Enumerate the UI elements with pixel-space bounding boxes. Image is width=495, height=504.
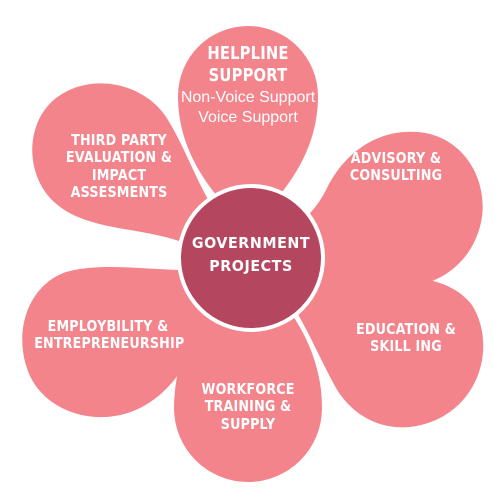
workforce-label: WORKFORCE TRAINING & SUPPLY xyxy=(178,380,318,433)
third-party-label: THIRD PARTY EVALUATION & IMPACT ASSESMEN… xyxy=(44,131,194,202)
workforce-line3: SUPPLY xyxy=(220,414,276,433)
employability-line2: ENTREPRENEURSHIP xyxy=(34,334,185,353)
helpline-sub-line1: Non-Voice Support xyxy=(180,89,316,107)
employability-line1: EMPLOYBILITY & xyxy=(47,317,169,335)
hub-label: GOVERNMENT PROJECTS xyxy=(171,232,331,279)
helpline-title-line1: HELPLINE xyxy=(207,43,289,64)
advisory-label: ADVISORY & CONSULTING xyxy=(326,149,466,185)
education-line2: SKILL ING xyxy=(370,337,442,356)
helpline-title-line2: SUPPORT xyxy=(208,64,288,86)
education-label: EDUCATION & SKILL ING xyxy=(336,320,476,356)
advisory-line1: ADVISORY & xyxy=(350,149,442,167)
employability-label: EMPLOYBILITY & ENTREPRENEURSHIP xyxy=(18,317,198,353)
hub-label-line1: GOVERNMENT xyxy=(191,234,311,252)
hub-circle xyxy=(177,184,325,332)
helpline-label: HELPLINE SUPPORT Non-Voice Support Voice… xyxy=(168,43,328,127)
advisory-line2: CONSULTING xyxy=(349,166,443,185)
petal-helpline-support xyxy=(178,26,318,232)
hub-label-line2: PROJECTS xyxy=(209,257,293,276)
education-line1: EDUCATION & xyxy=(356,320,456,338)
third-party-line1: THIRD PARTY xyxy=(71,131,167,149)
third-party-line4: ASSESMENTS xyxy=(70,183,168,202)
workforce-line2: TRAINING & xyxy=(204,397,292,416)
workforce-line1: WORKFORCE xyxy=(201,380,295,398)
third-party-line3: IMPACT xyxy=(91,165,147,184)
helpline-sub-line2: Voice Support xyxy=(198,108,298,126)
third-party-line2: EVALUATION & xyxy=(65,148,173,167)
